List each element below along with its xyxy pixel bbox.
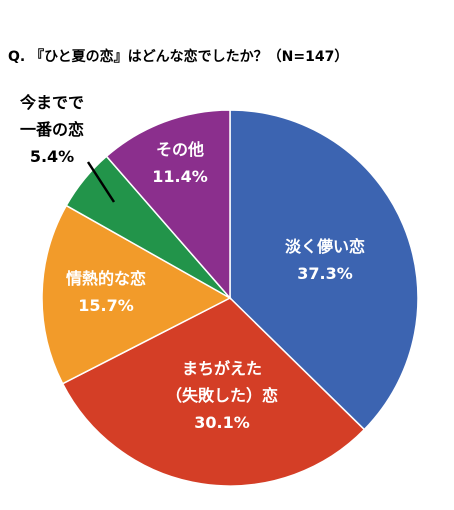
slice-label-4-line-1: 今までで	[19, 93, 84, 112]
slice-label-5-line-1: その他	[156, 140, 204, 159]
slice-label-3-line-1: 情熱的な恋	[66, 269, 146, 288]
pie-slice-3	[41, 204, 232, 385]
slice-label-1-line-1: 淡く儚い恋	[285, 237, 365, 256]
slice-value-3: 15.7%	[78, 296, 134, 315]
slice-label-2-line-2: （失敗した）恋	[166, 386, 278, 405]
pie-slice-5	[105, 109, 231, 301]
slice-value-5: 11.4%	[152, 167, 208, 186]
leader-line-slice-4	[86, 161, 116, 203]
slice-label-4-line-2: 一番の恋	[20, 120, 84, 139]
slice-value-2: 30.1%	[194, 413, 250, 432]
pie-slice-1	[229, 109, 419, 431]
pie-labels: 淡く儚い恋 37.3% まちがえた （失敗した）恋 30.1% 情熱的な恋 15.7% 今まで…	[19, 93, 365, 432]
slice-value-1: 37.3%	[297, 264, 353, 283]
slice-label-2-line-1: まちがえた	[182, 359, 262, 378]
pie-slice-2	[61, 297, 366, 487]
chart-title: Q. 『ひと夏の恋』はどんな恋でしたか？（N=147）	[8, 49, 349, 65]
slice-value-4: 5.4%	[30, 147, 74, 166]
